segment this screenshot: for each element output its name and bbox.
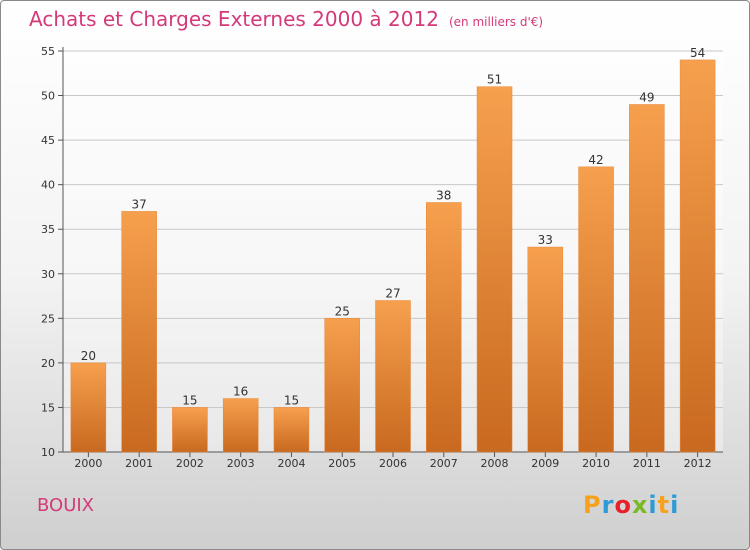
bar [222, 398, 259, 453]
data-label: 16 [233, 385, 248, 399]
proxiti-logo: Proxiti [583, 491, 679, 519]
bar [578, 166, 614, 453]
y-tick-label: 15 [41, 401, 55, 414]
y-tick-label: 45 [41, 134, 55, 147]
data-label: 33 [538, 233, 553, 247]
chart-subtitle: (en milliers d'€) [448, 15, 544, 29]
data-label: 27 [385, 287, 400, 301]
bar [324, 318, 360, 453]
logo-letter: o [614, 491, 632, 519]
logo-letter: r [601, 491, 615, 519]
y-tick-label: 35 [41, 223, 55, 236]
data-label: 54 [690, 46, 705, 60]
x-tick-label: 2009 [531, 457, 559, 470]
y-tick-label: 30 [41, 268, 55, 281]
x-tick-label: 2006 [379, 457, 407, 470]
logo-letter: t [657, 491, 671, 519]
x-tick-label: 2010 [582, 457, 610, 470]
bar [121, 211, 157, 453]
y-tick-label: 20 [41, 357, 55, 370]
data-label: 15 [182, 393, 197, 407]
data-label: 51 [487, 73, 502, 87]
chart-title: Achats et Charges Externes 2000 à 2012 (e… [29, 7, 543, 31]
chart-title-text: Achats et Charges Externes 2000 à 2012 [29, 7, 439, 31]
bar [273, 407, 310, 453]
commune-name: BOUIX [37, 495, 95, 516]
x-tick-label: 2003 [227, 457, 255, 470]
x-tick-label: 2001 [125, 457, 153, 470]
x-tick-label: 2000 [74, 457, 102, 470]
x-tick-label: 2005 [328, 457, 356, 470]
logo-letter: x [631, 491, 649, 519]
bar [629, 104, 665, 453]
y-tick-label: 25 [41, 312, 55, 325]
data-label: 42 [588, 153, 603, 167]
data-label: 15 [284, 393, 299, 407]
x-tick-label: 2002 [176, 457, 204, 470]
x-tick-label: 2007 [430, 457, 458, 470]
y-tick-label: 40 [41, 179, 55, 192]
data-label: 49 [639, 90, 654, 104]
data-label: 38 [436, 188, 451, 202]
x-tick-label: 2004 [277, 457, 305, 470]
data-label: 37 [132, 197, 147, 211]
labels: 10 15 20 25 30 35 40 45 50 55 20 2000 37 2001 15 2002 16… [41, 45, 712, 470]
y-tick-label: 10 [41, 446, 55, 459]
x-tick-label: 2011 [633, 457, 661, 470]
bar [426, 202, 462, 453]
bars [70, 59, 716, 453]
bar [679, 59, 716, 453]
bar [172, 407, 208, 453]
bar [375, 300, 411, 453]
bar [476, 86, 513, 453]
x-tick-label: 2012 [684, 457, 712, 470]
logo-letter: P [583, 491, 602, 519]
bar [70, 362, 107, 453]
y-tick-label: 50 [41, 90, 55, 103]
x-tick-label: 2008 [481, 457, 509, 470]
data-label: 25 [335, 304, 350, 318]
bar [527, 246, 564, 453]
logo-letter: i [670, 491, 680, 519]
y-tick-label: 55 [41, 45, 55, 58]
data-label: 20 [81, 349, 96, 363]
logo-letter: i [648, 491, 658, 519]
